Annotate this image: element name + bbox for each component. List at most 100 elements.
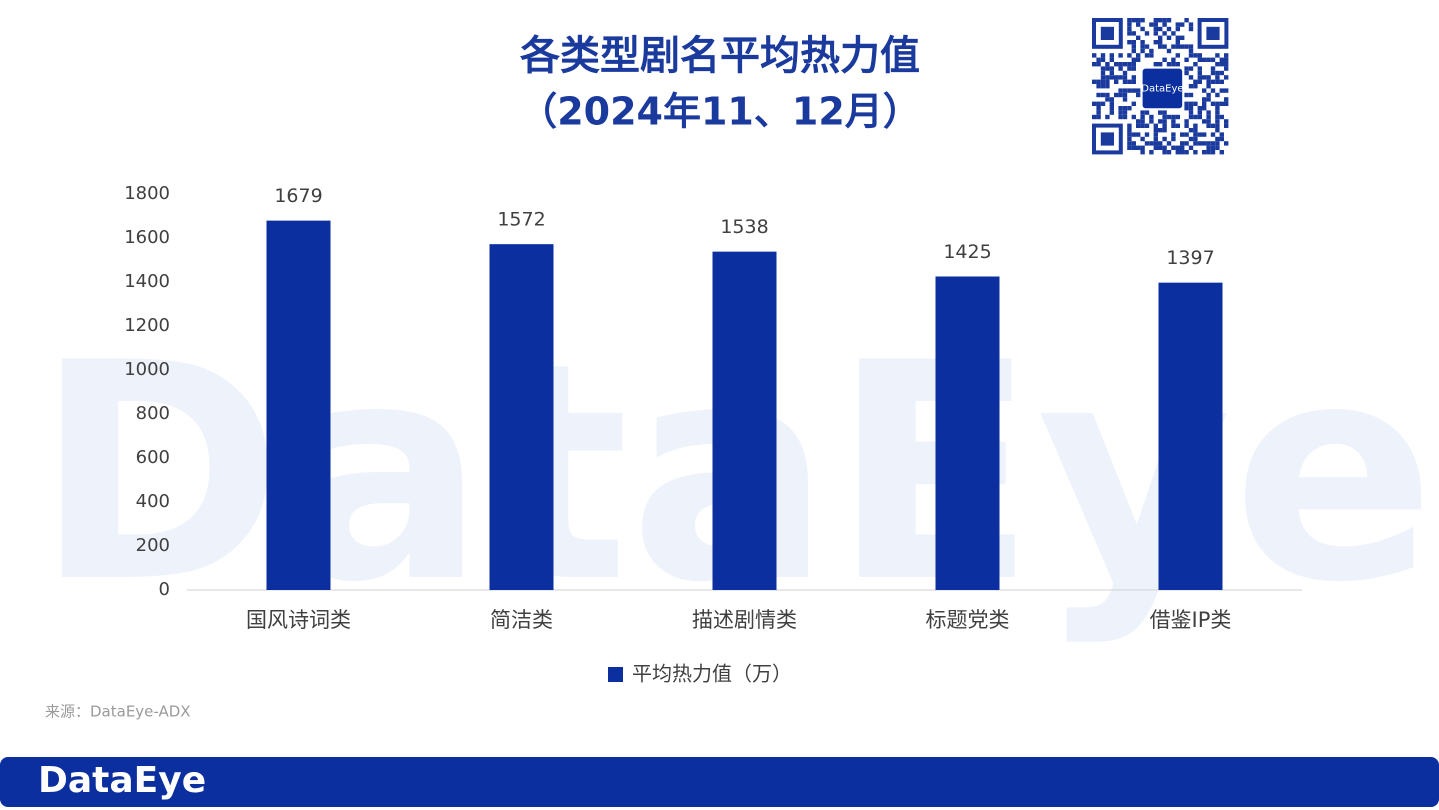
qr-module [1215,119,1220,124]
qr-module [1105,62,1110,67]
qr-module [1131,88,1136,93]
qr-module [1153,145,1158,150]
qr-module [1206,114,1211,120]
x-tick-label: 国风诗词类 [246,608,351,632]
qr-module [1162,123,1167,128]
qr-module [1100,75,1106,80]
qr-module [1193,136,1198,142]
qr-module [1136,53,1141,58]
qr-module [1219,150,1224,155]
qr-module [1158,40,1163,45]
qr-module [1131,18,1136,23]
qr-module [1153,26,1158,32]
bar [266,220,331,590]
x-tick-label: 借鉴IP类 [1150,608,1232,632]
qr-module [1118,114,1123,120]
qr-module [1215,92,1220,98]
qr-module [1136,35,1141,40]
qr-module [1149,119,1154,124]
qr-module [1215,145,1220,150]
qr-module [1109,110,1114,115]
qr-module [1140,123,1145,128]
qr-module [1096,114,1101,120]
qr-module [1206,150,1211,155]
qr-module [1215,62,1220,67]
qr-module [1100,57,1106,62]
qr-module [1184,101,1189,106]
legend-label: 平均热力值（万） [632,662,792,686]
qr-module [1118,62,1123,67]
qr-module [1144,31,1150,36]
qr-code: DataEye [1092,18,1229,155]
qr-module [1188,92,1194,98]
qr-module [1166,26,1172,32]
qr-module [1219,62,1224,67]
qr-module [1180,145,1185,150]
qr-module [1109,106,1114,111]
chart-title: 各类型剧名平均热力值 [520,33,920,79]
qr-module [1180,141,1185,146]
qr-module [1131,132,1136,137]
y-tick-label: 200 [136,535,170,556]
qr-module [1180,132,1185,137]
qr-module [1114,79,1119,84]
qr-module [1162,57,1167,62]
qr-module [1127,31,1132,36]
qr-module [1127,128,1132,133]
qr-module [1219,114,1224,120]
qr-module [1109,53,1114,58]
qr-module [1224,123,1229,128]
qr-module [1197,79,1202,84]
qr-module [1188,106,1194,111]
qr-module [1118,106,1123,111]
y-tick-label: 1000 [124,359,170,380]
qr-module [1127,26,1132,32]
qr-module [1224,57,1229,62]
qr-module [1131,101,1136,106]
qr-module [1175,123,1180,128]
qr-module [1210,101,1216,106]
qr-module [1175,22,1180,27]
qr-module [1162,44,1167,49]
qr-module [1219,57,1224,62]
qr-module [1131,62,1136,67]
qr-module [1175,114,1180,120]
qr-module [1193,114,1198,120]
qr-module [1215,114,1220,120]
qr-module [1162,18,1167,23]
qr-module [1215,79,1220,84]
qr-module [1100,66,1106,71]
qr-module [1184,70,1189,76]
qr-module [1131,44,1136,49]
qr-module [1184,44,1189,49]
qr-module [1096,57,1101,62]
qr-module [1136,123,1141,128]
qr-logo [1142,68,1183,109]
qr-module [1100,101,1106,106]
qr-finder [1100,26,1114,40]
qr-module [1105,97,1110,102]
y-tick-label: 800 [136,403,170,424]
qr-module [1144,53,1150,58]
qr-module [1219,88,1224,93]
qr-module [1202,106,1207,111]
source: 来源：DataEye-ADX [45,703,191,721]
qr-label: DataEye [1141,83,1183,94]
qr-module [1188,145,1194,150]
qr-module [1210,145,1216,150]
y-tick-label: 0 [159,579,170,600]
qr-module [1140,110,1145,115]
qr-module [1096,62,1101,67]
qr-module [1127,66,1132,71]
qr-module [1114,75,1119,80]
qr-module [1140,26,1145,32]
qr-module [1092,114,1097,120]
qr-module [1144,110,1150,115]
qr-module [1162,128,1167,133]
qr-module [1131,57,1136,62]
qr-module [1118,75,1123,80]
qr-module [1100,79,1106,84]
qr-module [1114,92,1119,98]
qr-module [1140,145,1145,150]
qr-module [1224,75,1229,80]
